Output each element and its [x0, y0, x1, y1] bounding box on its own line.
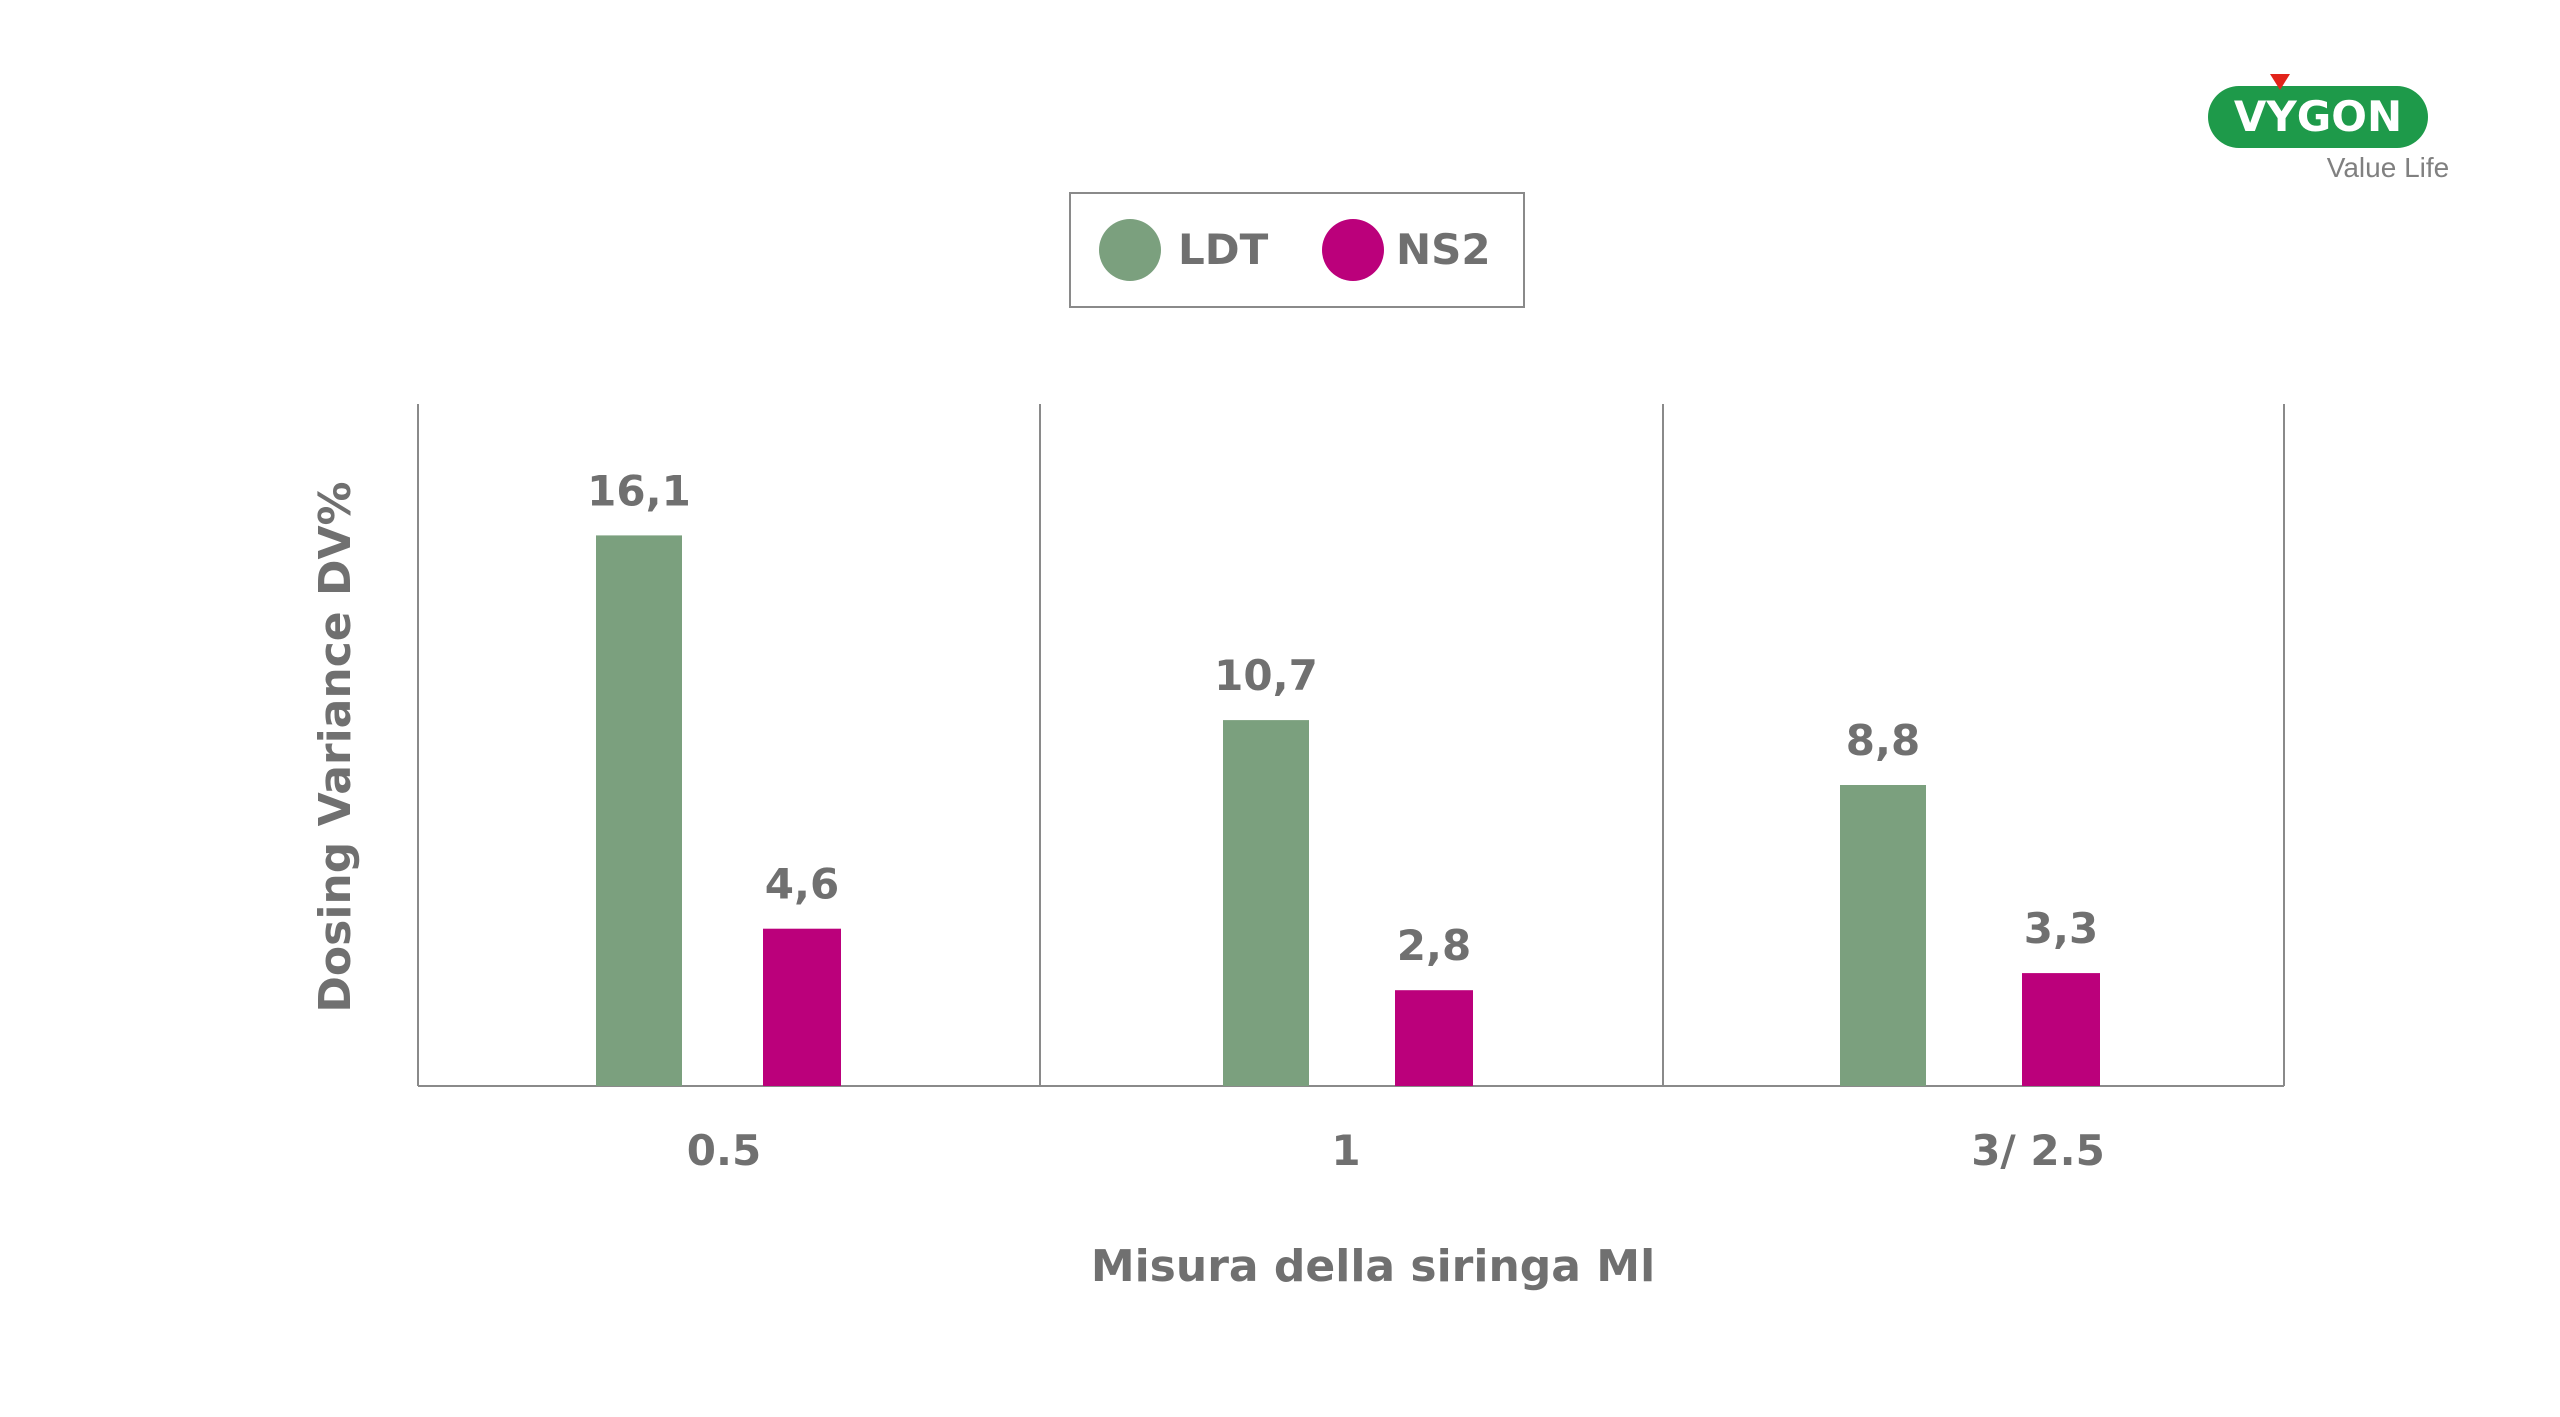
x-tick-label: 1: [1331, 1126, 1360, 1175]
data-label-ldt-1: 10,7: [1214, 651, 1318, 700]
logo-accent-triangle: [2270, 74, 2290, 90]
legend-swatch-ldt: [1099, 219, 1161, 281]
logo-pill: [2208, 86, 2428, 148]
bar-ldt-1: [1223, 720, 1309, 1086]
bar-ns2-0: [763, 928, 841, 1086]
bar-ldt-0: [596, 535, 682, 1086]
bar-ns2-2: [2022, 973, 2100, 1086]
vygon-logo: VYGON Value Life: [2208, 74, 2449, 183]
data-label-ldt-0: 16,1: [587, 466, 691, 515]
x-tick-label: 0.5: [687, 1126, 761, 1175]
legend: LDT NS2: [1069, 192, 1525, 308]
data-label-ns2-0: 4,6: [765, 860, 839, 909]
data-label-ldt-2: 8,8: [1846, 716, 1920, 765]
x-axis-title: Misura della siringa Ml: [1091, 1241, 1655, 1292]
data-label-ns2-1: 2,8: [1397, 921, 1471, 970]
legend-label-ldt: LDT: [1178, 225, 1269, 274]
logo-brand: VYGON: [2234, 92, 2402, 141]
data-label-ns2-2: 3,3: [2024, 904, 2098, 953]
logo-tagline: Value Life: [2327, 152, 2449, 183]
legend-label-ns2: NS2: [1396, 225, 1491, 274]
bar-ns2-1: [1395, 990, 1473, 1086]
bar-ldt-2: [1840, 785, 1926, 1086]
plot-frame: [417, 404, 2285, 1087]
bars-group: 16,1 4,6 10,7 2,8 8,8 3,3: [587, 466, 2100, 1086]
x-tick-label: 3/ 2.5: [1971, 1126, 2105, 1175]
x-tick-labels: 0.5 1 3/ 2.5: [687, 1126, 2105, 1175]
y-axis-title: Dosing Variance DV%: [310, 481, 361, 1012]
legend-swatch-ns2: [1322, 219, 1384, 281]
